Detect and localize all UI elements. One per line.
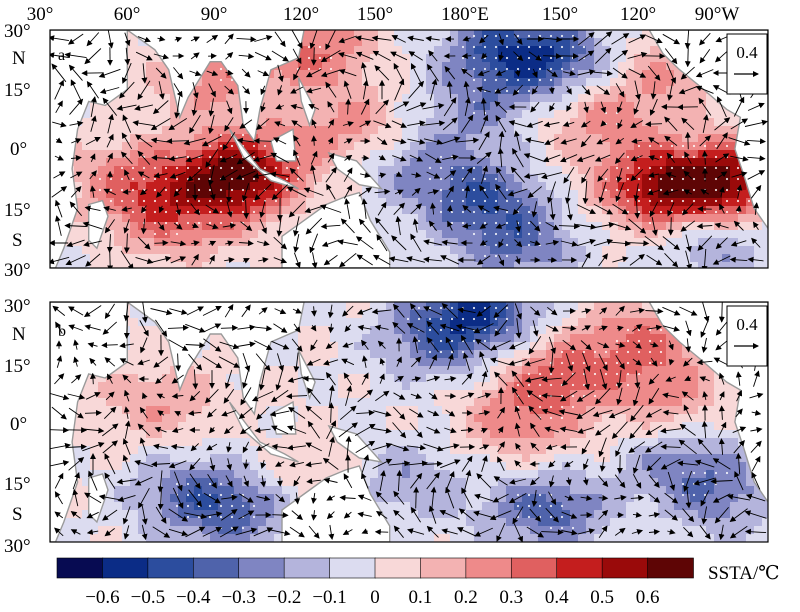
panel-a-scale-box: 0.4 [726,33,768,95]
y-tick-label: 15° [4,356,31,377]
x-tick-label: 150° [357,4,393,25]
colorbar-swatch [601,557,649,579]
colorbar-label: SSTA/℃ [708,563,779,584]
x-tick-label: 90°W [695,4,740,25]
x-tick-labels: 30° 60° 90° 120° 150° 180°E 150° 120° 90… [27,4,740,25]
colorbar-tick-label: −0.6 [85,587,119,608]
colorbar-swatch [283,557,331,579]
colorbar-swatch [374,557,422,579]
colorbar-tick-label: 0.2 [454,587,478,608]
hemisphere-label-south: S [12,504,23,525]
hemisphere-label-south: S [12,230,23,251]
x-tick-label: 60° [114,4,141,25]
colorbar-swatch [647,557,694,579]
panel-b-scale-value: 0.4 [736,315,758,334]
panel-b: b 0.4 30° N 15° 0° 15° S 30° [4,296,769,557]
colorbar-swatch [556,557,603,579]
x-tick-label: 180°E [441,4,489,25]
colorbar-tick-label: −0.3 [221,587,255,608]
colorbar-tick-label: −0.1 [312,587,346,608]
x-tick-label: 120° [620,4,656,25]
panel-a: a 0.4 30° N 15° 0° 15° S 30° [4,21,769,281]
colorbar-swatch [510,557,558,579]
panel-a-scale-value: 0.4 [736,43,758,62]
x-tick-label: 150° [542,4,578,25]
x-tick-label: 30° [27,4,54,25]
panel-a-frame [49,29,769,269]
y-tick-label: 0° [10,139,27,160]
colorbar-tick-label: 0.4 [545,587,569,608]
colorbar-tick-label: 0 [370,587,380,608]
y-tick-label: 15° [4,80,31,101]
panel-b-scale-box: 0.4 [726,305,768,367]
colorbar: −0.6 −0.5 −0.4 −0.3 −0.2 −0.1 0 0.1 0.2 0.3 0.4 0.5… [56,557,779,608]
y-tick-label: 15° [4,200,31,221]
colorbar-swatch [420,557,467,579]
x-tick-label: 120° [283,4,319,25]
colorbar-swatch [147,557,195,579]
y-tick-label: 15° [4,474,31,495]
colorbar-tick-label: 0.3 [499,587,523,608]
colorbar-tick-label: −0.2 [267,587,301,608]
colorbar-swatch [465,557,513,579]
colorbar-tick-label: −0.5 [131,587,165,608]
colorbar-swatch [192,557,240,579]
panel-b-frame [49,301,769,543]
colorbar-tick-label: −0.4 [176,587,211,608]
colorbar-tick-label: 0.6 [636,587,660,608]
panel-b-sst-field [50,302,768,542]
colorbar-tick-label: 0.1 [409,587,433,608]
colorbar-swatch [238,557,285,579]
y-tick-label: 30° [4,296,31,317]
colorbar-swatch [56,557,104,579]
y-tick-label: 0° [10,414,27,435]
y-tick-label: 30° [4,21,31,42]
panel-a-letter: a [58,47,65,64]
x-tick-label: 90° [201,4,228,25]
colorbar-swatch [102,557,149,579]
hemisphere-label-north: N [12,324,26,345]
panel-a-sst-field [50,30,768,268]
y-tick-label: 30° [4,260,31,281]
hemisphere-label-north: N [12,48,26,69]
panel-b-letter: b [58,323,66,340]
colorbar-swatch [329,557,376,579]
y-tick-label: 30° [4,536,31,557]
panel-a-wind-vectors [50,30,768,268]
panel-b-wind-vectors [50,302,767,542]
colorbar-tick-label: 0.5 [590,587,614,608]
